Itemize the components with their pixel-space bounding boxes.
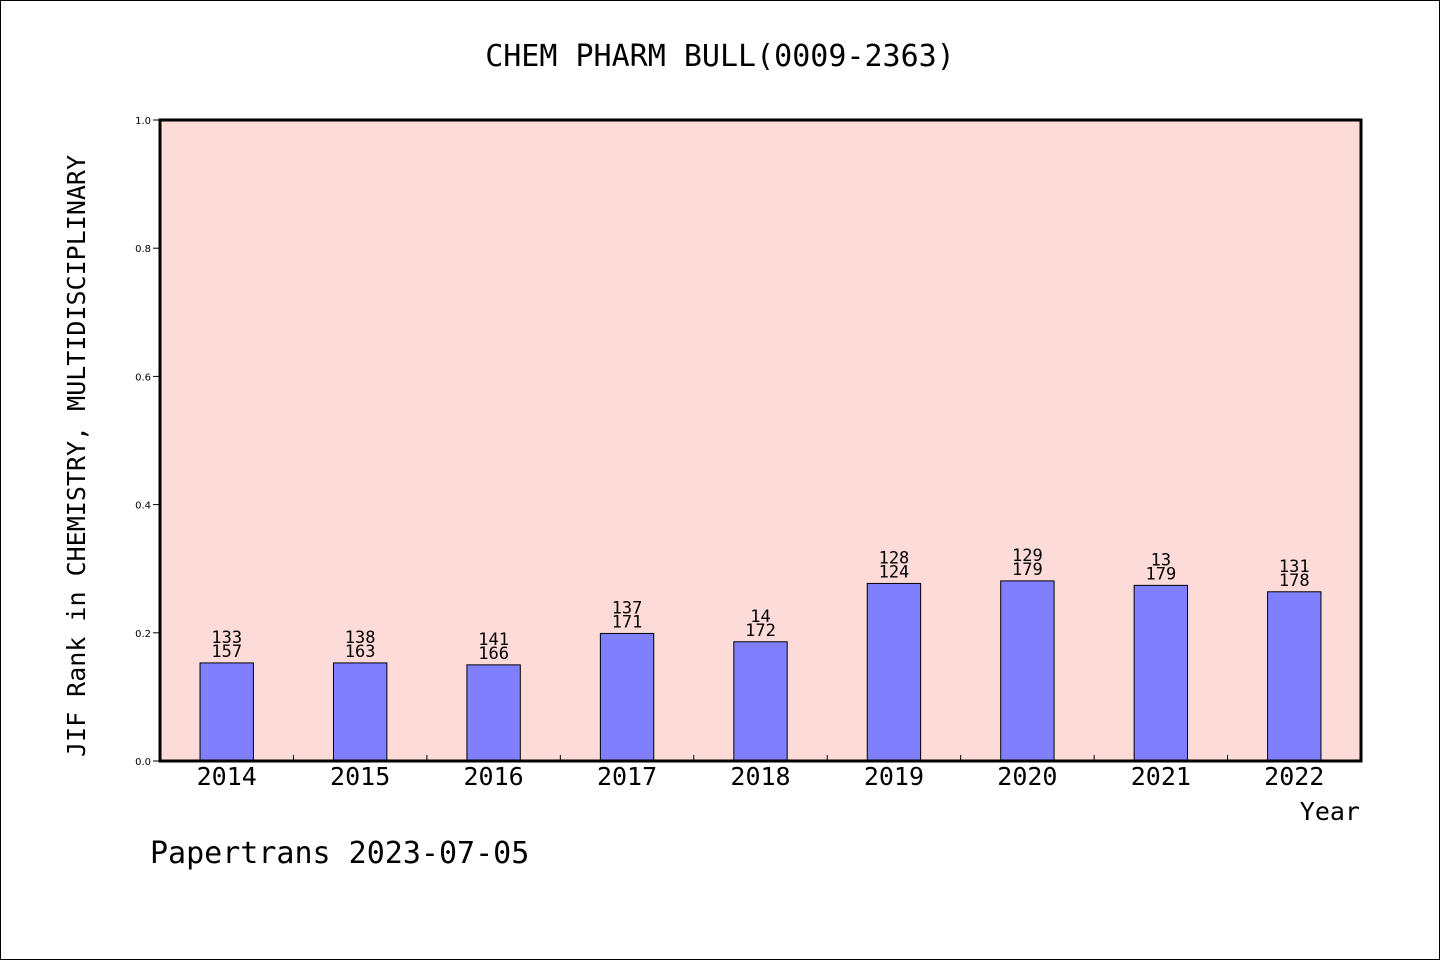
x-tick-label-2022: 2022 (1264, 762, 1324, 791)
x-tick-label-2016: 2016 (464, 762, 524, 791)
y-tick-label-0.4: 0.4 (135, 501, 151, 512)
bar-group (199, 580, 1322, 762)
x-axis-label: Year (1300, 797, 1360, 826)
bar-2020 (1000, 580, 1055, 762)
bar-label-bottom-2015: 163 (345, 642, 376, 662)
bar-2021 (1133, 584, 1189, 762)
bar-label-top-2017: 137 (612, 598, 643, 618)
x-tick-label-2020: 2020 (997, 762, 1057, 791)
bar-label-top-2014: 133 (211, 628, 242, 648)
bar-2014 (199, 662, 254, 762)
y-axis-label: JIF Rank in CHEMISTRY, MULTIDISCIPLINARY (62, 155, 91, 757)
bar-label-bottom-2019: 124 (879, 562, 910, 582)
bar-label-top-2021: 13 (1151, 550, 1171, 570)
bar-label-bottom-2017: 171 (612, 612, 643, 632)
x-tick-label-2018: 2018 (730, 762, 790, 791)
bar-label-top-2018: 14 (750, 607, 770, 627)
y-tick-label-1.0: 1.0 (135, 116, 151, 127)
bar-label-bottom-2022: 178 (1279, 571, 1310, 591)
bar-label-bottom-2018: 172 (745, 621, 776, 641)
x-axis: 2014 2015 2016 2017 2018 2019 2020 2021 2022 (197, 755, 1324, 791)
bar-2018 (733, 641, 788, 762)
bar-label-top-2019: 128 (879, 548, 910, 568)
bar-label-bottom-2016: 166 (478, 644, 509, 664)
y-tick-label-0.6: 0.6 (135, 372, 151, 383)
y-axis: 0.0 0.2 0.4 0.6 0.8 1.0 (135, 116, 160, 768)
chart-title: CHEM PHARM BULL(0009-2363) (485, 39, 955, 74)
footer-watermark: Papertrans 2023-07-05 (150, 836, 529, 871)
bar-2016 (466, 664, 521, 762)
bar-2019 (866, 582, 922, 762)
y-tick-label-0.2: 0.2 (135, 629, 151, 640)
x-tick-label-2014: 2014 (197, 762, 257, 791)
plot-border (158, 118, 1363, 763)
bar-2017 (599, 632, 655, 762)
x-tick-label-2021: 2021 (1131, 762, 1191, 791)
bar-label-bottom-2020: 179 (1012, 560, 1043, 580)
bar-label-top-2015: 138 (345, 628, 376, 648)
bar-label-top-2020: 129 (1012, 546, 1043, 566)
bar-label-bottom-2021: 179 (1145, 564, 1176, 584)
x-tick-label-2019: 2019 (864, 762, 924, 791)
bar-2015 (332, 662, 388, 762)
x-tick-label-2017: 2017 (597, 762, 657, 791)
bar-2022 (1267, 591, 1322, 762)
bar-label-bottom-2014: 157 (211, 642, 242, 662)
x-tick-label-2015: 2015 (330, 762, 390, 791)
bar-label-top-2022: 131 (1279, 557, 1310, 577)
y-tick-label-0.0: 0.0 (135, 757, 151, 768)
y-tick-label-0.8: 0.8 (135, 244, 151, 255)
bar-label-top-2016: 141 (478, 630, 509, 650)
